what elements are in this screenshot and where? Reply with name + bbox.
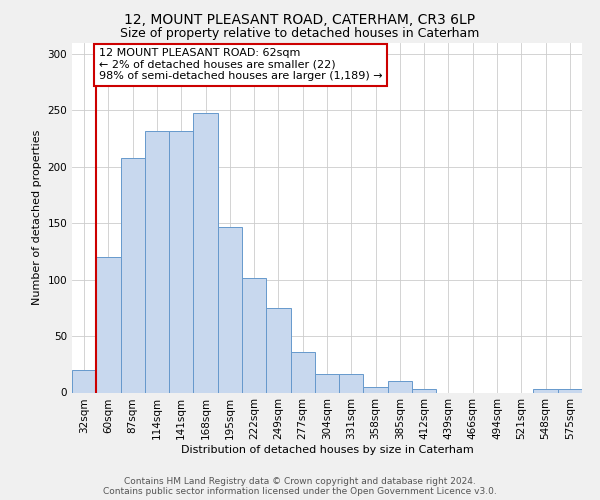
Bar [388, 381, 412, 392]
Text: Size of property relative to detached houses in Caterham: Size of property relative to detached ho… [121, 28, 479, 40]
X-axis label: Distribution of detached houses by size in Caterham: Distribution of detached houses by size … [181, 445, 473, 455]
Text: Contains HM Land Registry data © Crown copyright and database right 2024.
Contai: Contains HM Land Registry data © Crown c… [103, 476, 497, 496]
Bar [96, 257, 121, 392]
Bar [290, 352, 315, 393]
Bar [169, 130, 193, 392]
Bar [364, 387, 388, 392]
Text: 12, MOUNT PLEASANT ROAD, CATERHAM, CR3 6LP: 12, MOUNT PLEASANT ROAD, CATERHAM, CR3 6… [124, 12, 476, 26]
Bar [558, 389, 582, 392]
Bar [533, 389, 558, 392]
Bar [145, 130, 169, 392]
Bar [266, 308, 290, 392]
Bar [242, 278, 266, 392]
Bar [121, 158, 145, 392]
Text: 12 MOUNT PLEASANT ROAD: 62sqm
← 2% of detached houses are smaller (22)
98% of se: 12 MOUNT PLEASANT ROAD: 62sqm ← 2% of de… [99, 48, 382, 82]
Bar [315, 374, 339, 392]
Bar [193, 112, 218, 392]
Bar [72, 370, 96, 392]
Bar [339, 374, 364, 392]
Bar [218, 226, 242, 392]
Bar [412, 389, 436, 392]
Y-axis label: Number of detached properties: Number of detached properties [32, 130, 42, 305]
